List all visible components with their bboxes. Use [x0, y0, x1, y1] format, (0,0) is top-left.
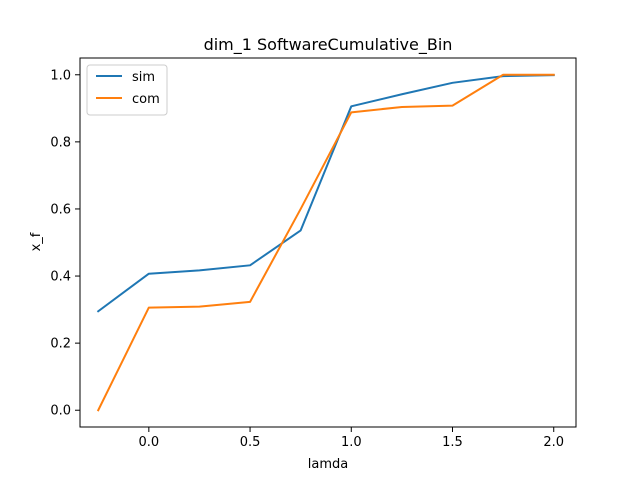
legend-box — [86, 64, 168, 116]
y-tick-label: 1.0 — [50, 68, 71, 83]
plot-area: 0.0 0.5 1.0 1.5 2.0 0.0 0.2 0.4 0.6 0.8 1.0 sim com — [50, 57, 577, 450]
y-tick-label: 0.0 — [50, 404, 71, 419]
x-axis-label: lamda — [308, 457, 348, 472]
legend-label-com: com — [132, 92, 160, 107]
x-tick-label: 1.0 — [341, 435, 362, 450]
axes-frame — [79, 57, 577, 428]
y-axis-label: x_f — [29, 232, 44, 251]
y-tick-label: 0.4 — [50, 270, 71, 285]
legend-label-sim: sim — [132, 70, 155, 85]
chart-title: dim_1 SoftwareCumulative_Bin — [204, 35, 453, 55]
y-tick-label: 0.8 — [50, 135, 71, 150]
series-line-com — [96, 73, 555, 412]
x-tick-label: 0.0 — [138, 435, 159, 450]
x-tick-label: 2.0 — [543, 435, 564, 450]
series-line-sim — [96, 74, 555, 313]
y-tick-label: 0.6 — [50, 202, 71, 217]
x-tick-label: 1.5 — [442, 435, 463, 450]
x-tick-label: 0.5 — [240, 435, 261, 450]
y-tick-label: 0.2 — [50, 337, 71, 352]
